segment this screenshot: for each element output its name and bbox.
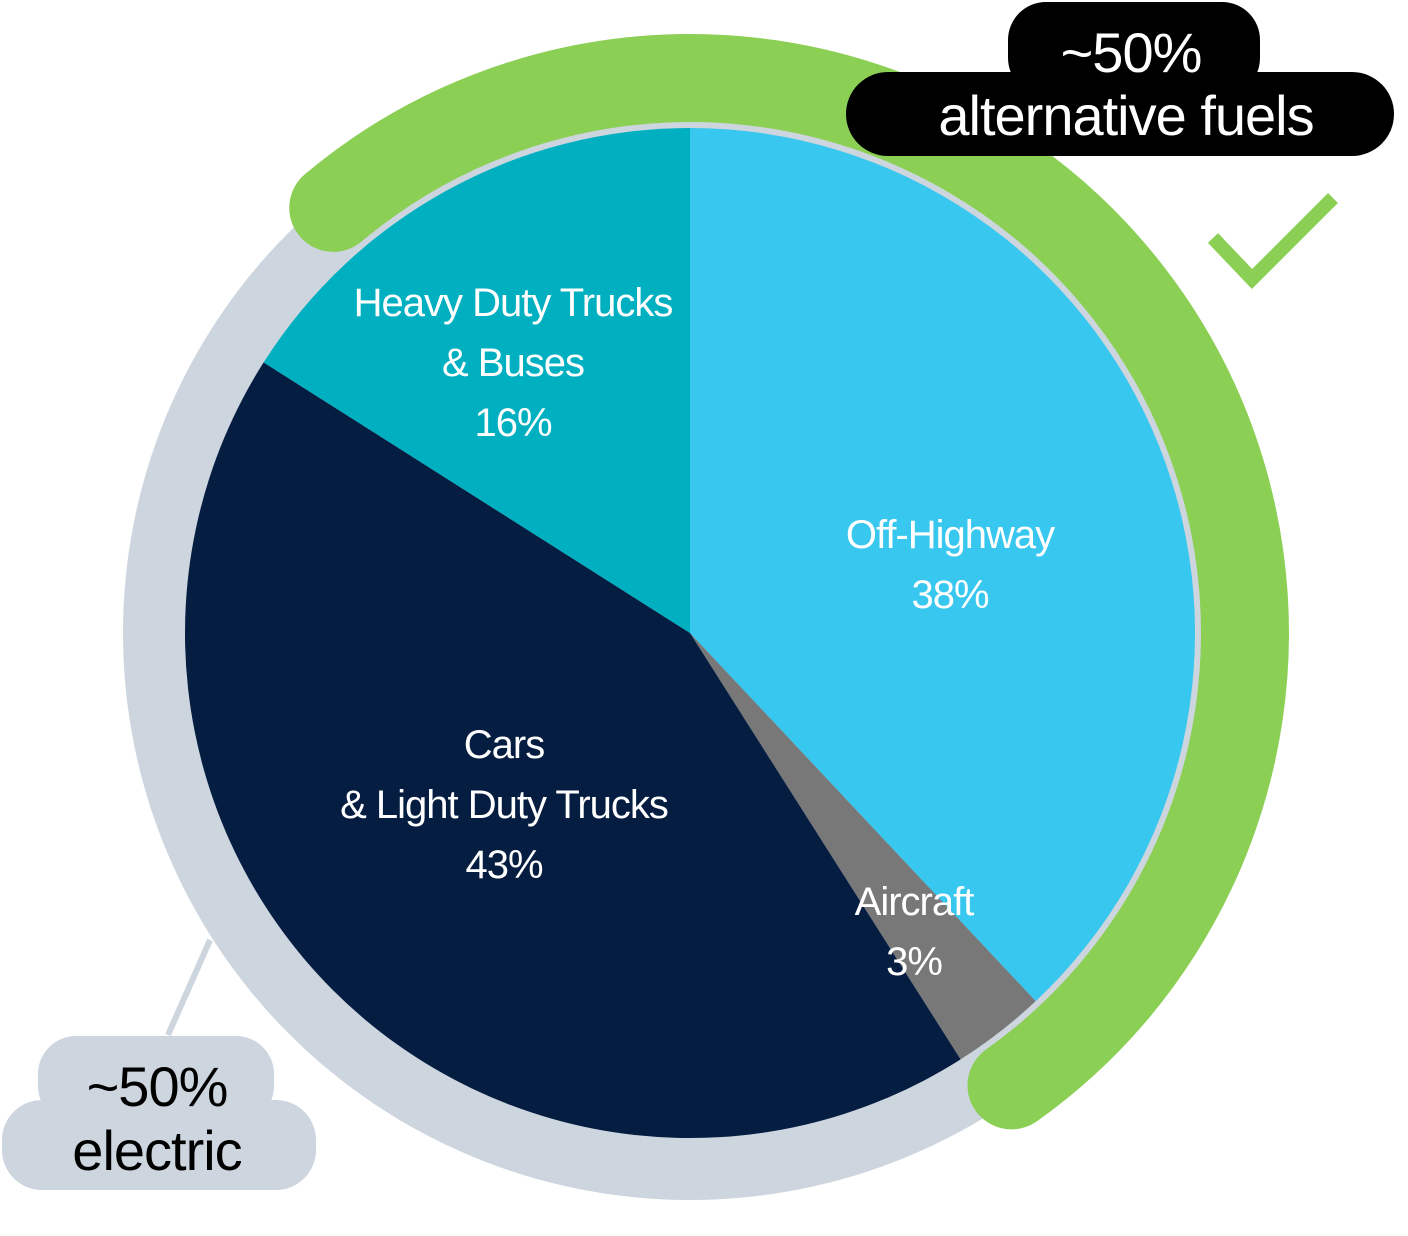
- slice-value-label: 3%: [886, 940, 942, 984]
- slice-value-label: 38%: [911, 573, 988, 617]
- slice-value-label: 16%: [474, 401, 551, 445]
- alternative-fuels-callout: ~50% alternative fuels: [846, 2, 1394, 156]
- electric-bubble-bottom: [2, 1100, 316, 1190]
- slice-category-label: Cars: [464, 723, 544, 767]
- electric-label: electric: [72, 1119, 241, 1182]
- pie-slice-heavy-duty-trucks: [263, 128, 690, 633]
- pie-slices: [184, 128, 1196, 1139]
- slice-category-label: Off-Highway: [846, 513, 1055, 557]
- slice-value-label: 43%: [465, 843, 542, 887]
- alternative-fuels-bubble-bottom: [846, 72, 1394, 156]
- electric-callout: ~50% electric: [2, 1036, 316, 1190]
- electric-connector-line: [165, 938, 213, 1037]
- slice-labels: Off-Highway 38% Aircraft 3% Cars & Light Duty…: [340, 281, 1056, 984]
- pie-slice-aircraft: [690, 633, 1036, 1060]
- alternative-fuels-arc: [289, 34, 1289, 1130]
- pie-slice-cars: [184, 362, 961, 1139]
- slice-category-label: & Buses: [442, 341, 584, 385]
- slice-category-label: Heavy Duty Trucks: [354, 281, 673, 325]
- pie-slice-off-highway: [690, 128, 1196, 1002]
- electric-percent: ~50%: [87, 1055, 228, 1118]
- alternative-fuels-percent: ~50%: [1061, 21, 1202, 84]
- alternative-fuels-label: alternative fuels: [938, 84, 1313, 147]
- checkmark-icon: [1207, 193, 1338, 290]
- slice-category-label: & Light Duty Trucks: [340, 783, 668, 827]
- slice-category-label: Aircraft: [855, 880, 975, 924]
